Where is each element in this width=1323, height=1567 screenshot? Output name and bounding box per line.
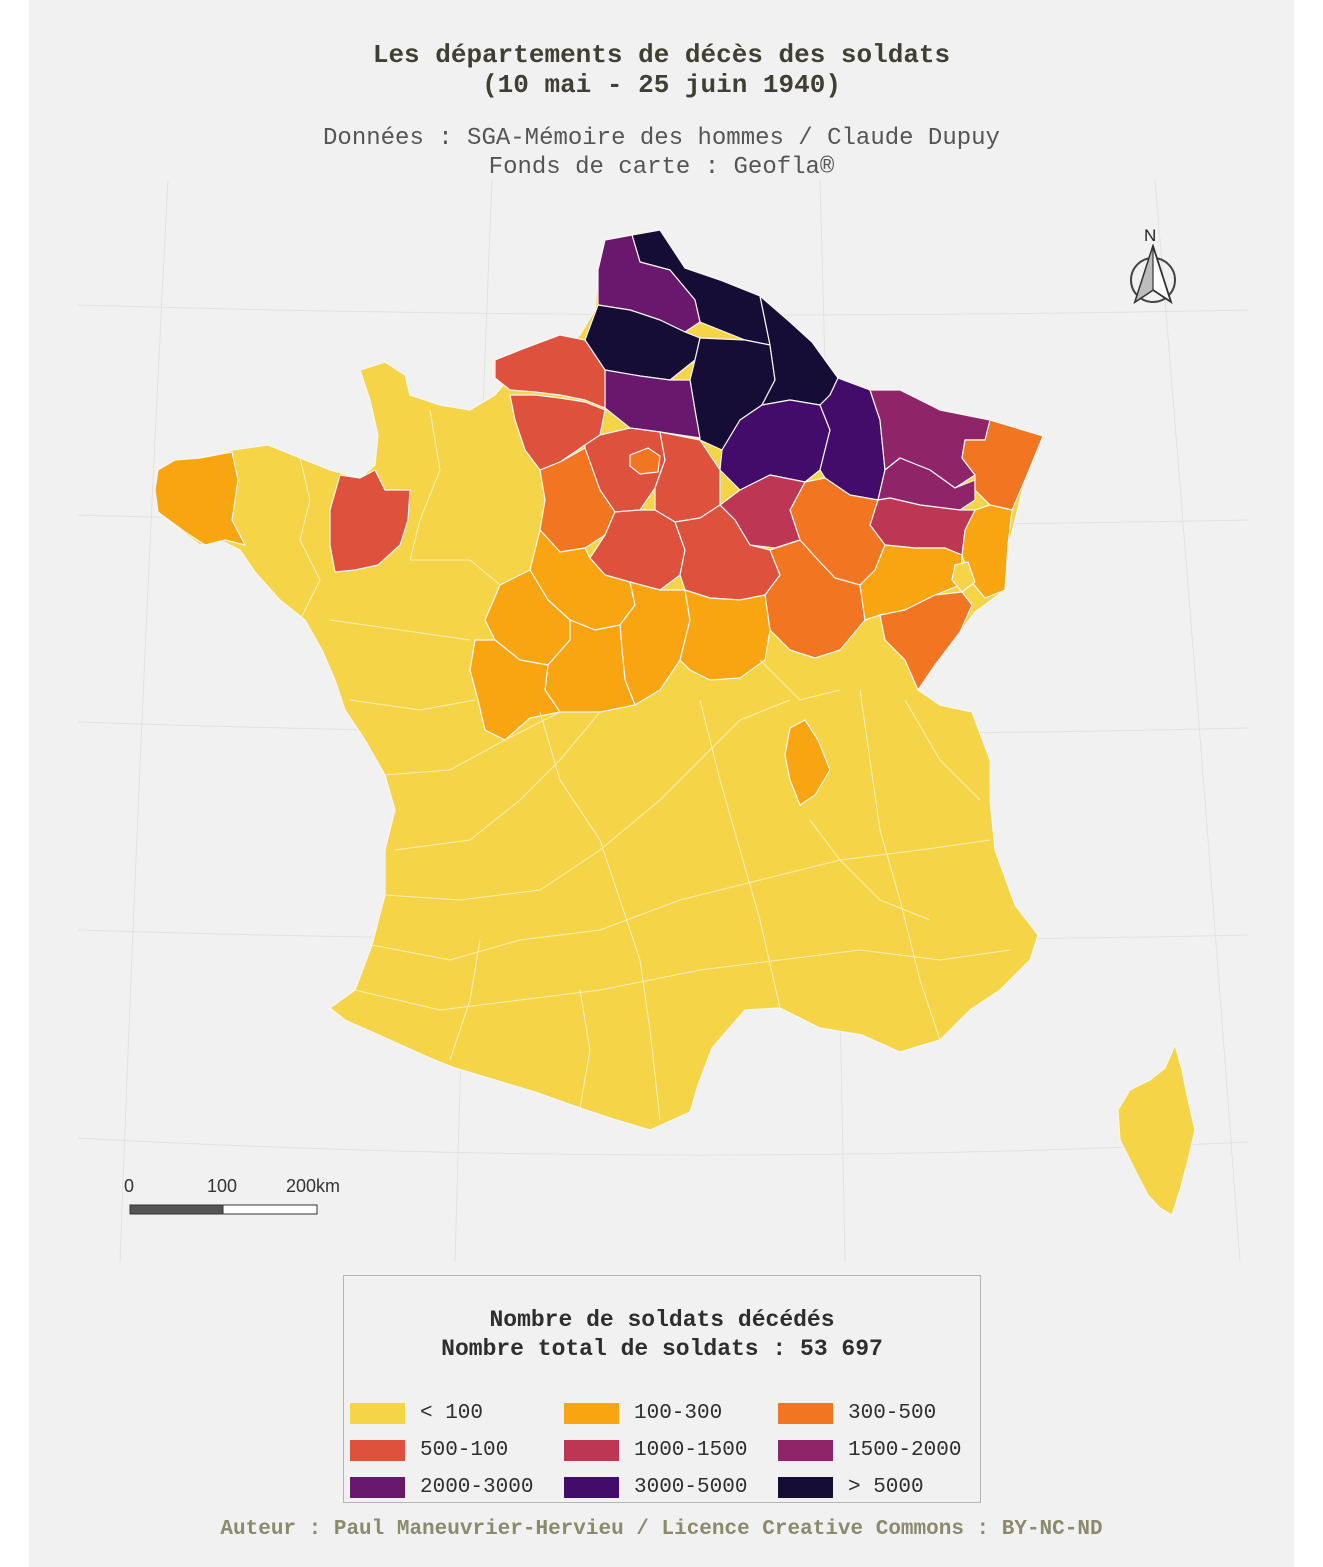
legend-label: 3000-5000 <box>634 1475 748 1499</box>
legend-label: 2000-3000 <box>420 1475 534 1499</box>
map-title-line1: Les départements de décès des soldats <box>372 40 951 70</box>
map-title-line2: (10 mai - 25 juin 1940) <box>482 70 841 100</box>
map-subtitle-source: Données : SGA-Mémoire des hommes / Claud… <box>323 125 1000 152</box>
north-arrow-label: N <box>1144 226 1157 245</box>
map-subtitle-basemap: Fonds de carte : Geofla® <box>488 154 835 181</box>
legend-swatch <box>350 1439 405 1461</box>
legend-label: > 5000 <box>848 1475 924 1499</box>
region-vienne <box>469 639 561 741</box>
region-seine-maritime <box>494 334 606 409</box>
scale-bar <box>129 1204 318 1215</box>
legend-label: < 100 <box>420 1401 484 1425</box>
region-paris <box>629 447 661 475</box>
legend-item: 2000-3000 <box>350 1475 533 1499</box>
region-corse <box>1117 1044 1196 1216</box>
region-loire <box>784 719 831 806</box>
legend-item: 500-100 <box>350 1438 508 1462</box>
legend-swatch <box>778 1402 833 1424</box>
region-ardennes <box>759 295 839 406</box>
author-credit: Auteur : Paul Maneuvrier-Hervieu / Licen… <box>220 1518 1103 1541</box>
legend-label: 300-500 <box>848 1401 937 1425</box>
legend-item: 300-500 <box>778 1401 936 1425</box>
legend-label: 1500-2000 <box>848 1438 962 1462</box>
region-nievre <box>679 589 771 681</box>
legend-swatch <box>350 1402 405 1424</box>
region-bas-rhin <box>961 419 1044 511</box>
scale-label-0: 0 <box>124 1176 135 1196</box>
department-borders <box>299 409 1011 1121</box>
region-oise <box>604 369 701 439</box>
legend-title: Nombre de soldats décédés <box>489 1307 835 1333</box>
legend-swatch <box>564 1402 619 1424</box>
legend-item: < 100 <box>350 1401 483 1425</box>
legend: Nombre de soldats décédés Nombre total d… <box>343 1275 981 1503</box>
legend-label: 500-100 <box>420 1438 509 1462</box>
legend-swatch <box>778 1439 833 1461</box>
legend-swatch <box>350 1476 405 1498</box>
legend-label: 1000-1500 <box>634 1438 748 1462</box>
legend-item: 100-300 <box>564 1401 722 1425</box>
region-ille-et-vilaine <box>329 469 411 573</box>
legend-item: > 5000 <box>778 1475 924 1499</box>
scale-label-200: 200km <box>286 1176 341 1196</box>
north-arrow-icon <box>1130 244 1176 305</box>
region-finistere <box>154 451 246 546</box>
region-doubs <box>879 591 973 691</box>
legend-total: Nombre total de soldats : 53 697 <box>441 1336 883 1362</box>
legend-swatch <box>778 1476 833 1498</box>
legend-swatch <box>564 1476 619 1498</box>
region-pas-de-calais <box>597 234 701 333</box>
scale-label-100: 100 <box>207 1176 238 1196</box>
legend-label: 100-300 <box>634 1401 723 1425</box>
legend-swatch <box>564 1439 619 1461</box>
legend-item: 1000-1500 <box>564 1438 747 1462</box>
region-belfort <box>951 561 976 593</box>
legend-item: 1500-2000 <box>778 1438 961 1462</box>
legend-item: 3000-5000 <box>564 1475 747 1499</box>
